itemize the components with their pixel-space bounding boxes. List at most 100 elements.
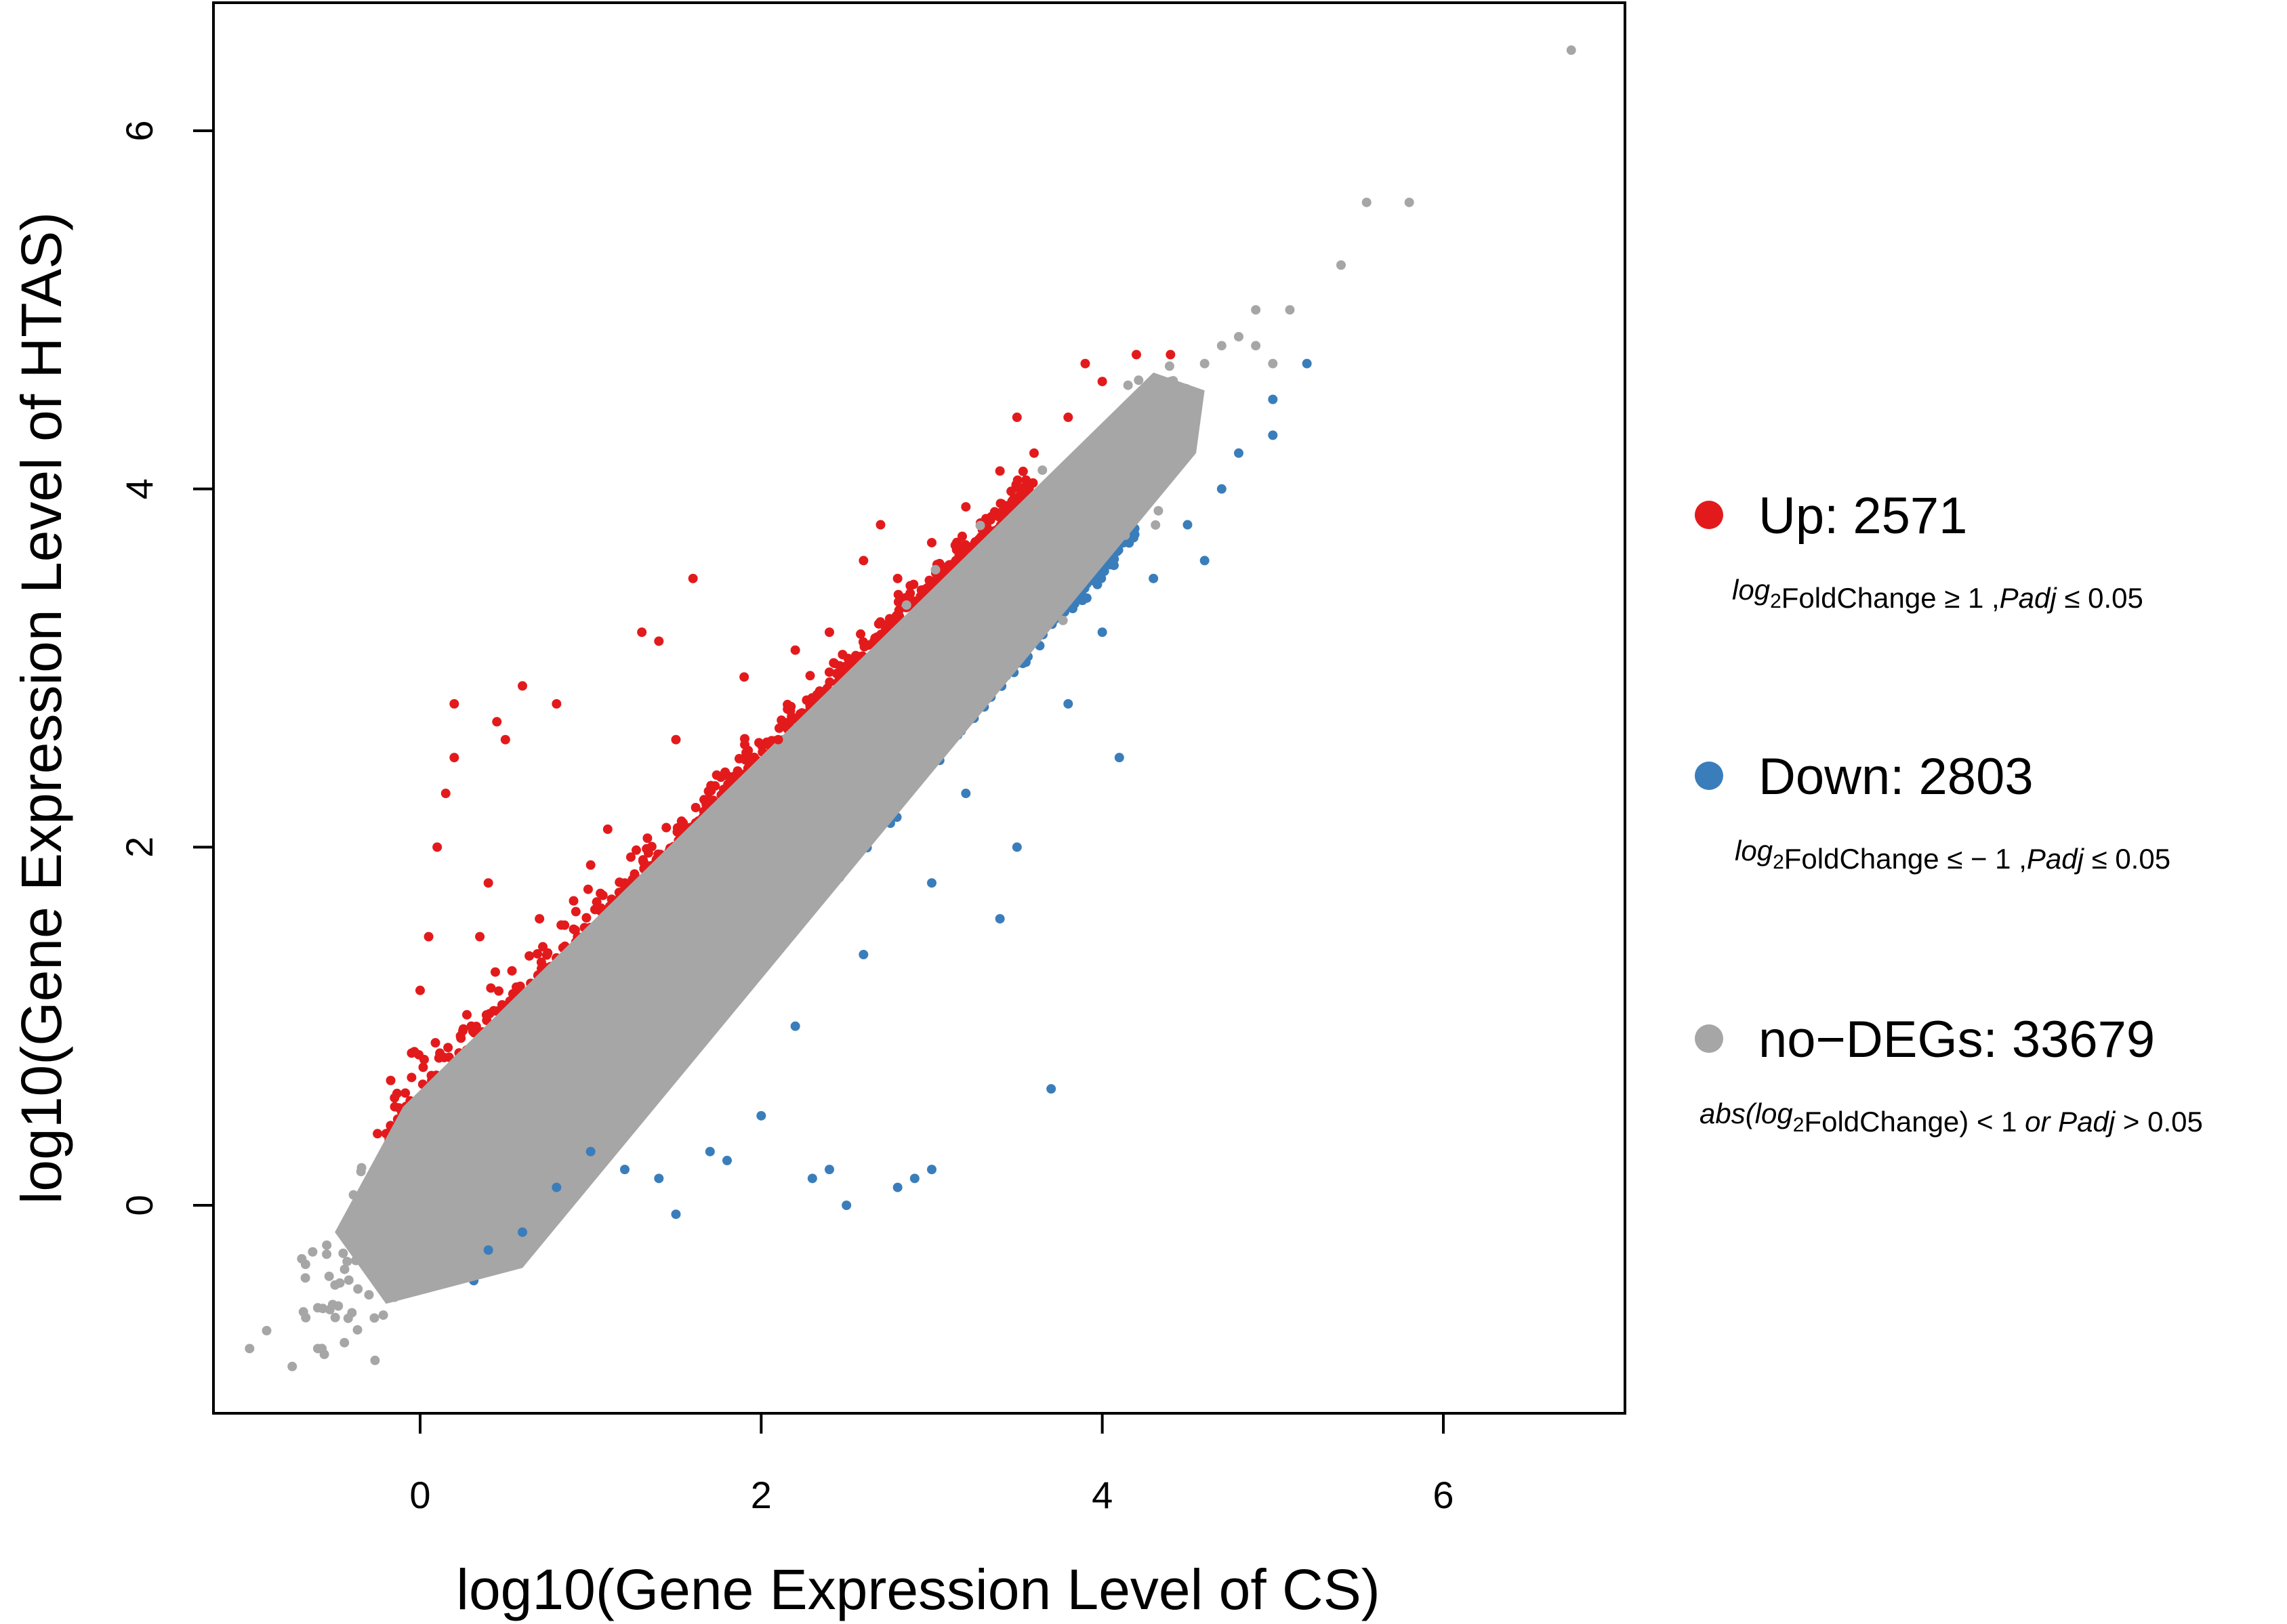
legend-label-no-deg: no−DEGs: 33679: [1758, 1011, 2155, 1068]
no-deg-point: [1044, 478, 1054, 488]
no-deg-point: [930, 723, 941, 733]
no-deg-point: [1153, 505, 1163, 516]
no-deg-point: [986, 629, 996, 639]
y-tick-label: 2: [118, 837, 161, 858]
no-deg-point: [663, 961, 674, 972]
down-point: [1046, 1084, 1056, 1094]
no-deg-point: [1199, 358, 1210, 369]
no-deg-point: [1048, 539, 1058, 549]
up-point: [538, 942, 548, 952]
no-deg-point: [892, 705, 902, 715]
no-deg-point: [722, 888, 733, 898]
up-point: [630, 869, 640, 879]
data-points: [245, 45, 1576, 1371]
no-deg-point: [422, 1182, 432, 1192]
no-deg-point: [793, 817, 803, 827]
no-deg-point: [467, 1135, 477, 1145]
no-deg-point: [1181, 383, 1191, 394]
up-point: [671, 734, 681, 745]
no-deg-point: [909, 674, 920, 684]
x-axis-label: log10(Gene Expression Level of CS): [456, 1558, 1380, 1621]
no-deg-point: [531, 1081, 541, 1091]
up-point: [734, 753, 744, 764]
up-point: [739, 734, 749, 744]
up-point: [533, 949, 543, 959]
down-point: [1063, 699, 1073, 709]
up-point: [642, 833, 653, 844]
no-deg-point: [946, 636, 956, 646]
down-point: [1216, 484, 1227, 494]
no-deg-point: [1022, 597, 1032, 607]
no-deg-point: [930, 564, 941, 575]
no-deg-point: [743, 873, 754, 883]
no-deg-point: [438, 1175, 448, 1185]
no-deg-point: [1135, 437, 1145, 447]
down-point: [722, 1155, 732, 1165]
no-deg-point: [1042, 527, 1052, 537]
no-deg-point: [1138, 403, 1149, 413]
no-deg-point: [495, 1097, 506, 1107]
no-deg-point: [893, 714, 903, 724]
no-deg-point: [342, 1256, 352, 1266]
up-point: [500, 734, 510, 745]
no-deg-point: [523, 1159, 533, 1169]
up-point: [456, 1033, 466, 1043]
no-deg-point: [1090, 469, 1100, 479]
up-point: [856, 629, 866, 639]
up-point: [825, 627, 834, 638]
no-deg-point: [994, 525, 1004, 535]
no-deg-point: [890, 776, 900, 787]
up-point: [781, 717, 791, 728]
no-deg-point: [1177, 419, 1187, 429]
no-deg-point: [1121, 505, 1132, 515]
up-point: [570, 925, 580, 935]
no-deg-point: [936, 651, 946, 661]
up-point: [672, 823, 682, 833]
down-point: [859, 949, 869, 959]
no-deg-point: [561, 1089, 571, 1099]
no-deg-point: [762, 866, 772, 876]
no-deg-point: [438, 1140, 448, 1150]
no-deg-point: [330, 1312, 340, 1323]
no-deg-point: [681, 881, 691, 892]
no-deg-point: [631, 970, 641, 980]
down-point: [1302, 358, 1312, 369]
no-deg-point: [787, 801, 797, 811]
no-deg-point: [971, 650, 981, 660]
up-point: [430, 1038, 440, 1048]
no-deg-point: [701, 894, 711, 904]
no-deg-point: [485, 1102, 495, 1112]
up-point: [927, 537, 936, 547]
up-point: [762, 737, 772, 747]
no-deg-point: [861, 738, 871, 748]
no-deg-point: [478, 1163, 488, 1173]
no-deg-point: [385, 1249, 395, 1259]
down-point: [1182, 520, 1193, 530]
up-point: [571, 907, 581, 917]
no-deg-point: [621, 945, 632, 955]
no-deg-point: [631, 1010, 641, 1020]
no-deg-point: [654, 961, 664, 971]
no-deg-point: [1018, 558, 1028, 568]
no-deg-point: [665, 870, 676, 880]
up-point: [896, 594, 906, 604]
no-deg-point: [510, 1117, 520, 1127]
no-deg-point: [297, 1253, 307, 1264]
up-point: [440, 789, 451, 799]
no-deg-point: [605, 958, 615, 968]
no-deg-point: [1039, 486, 1049, 496]
up-point: [909, 596, 919, 606]
up-point: [415, 985, 425, 995]
x-tick-label: 0: [409, 1474, 430, 1516]
up-point: [859, 642, 869, 652]
no-deg-point: [725, 896, 735, 906]
no-deg-point: [1013, 526, 1023, 536]
no-deg-point: [887, 657, 897, 667]
down-point: [1068, 604, 1078, 614]
no-deg-point: [385, 1198, 395, 1208]
no-deg-point: [1251, 341, 1261, 351]
no-deg-point: [548, 1058, 558, 1068]
up-point: [774, 723, 784, 733]
no-deg-point: [996, 568, 1006, 578]
up-point: [1080, 358, 1090, 369]
